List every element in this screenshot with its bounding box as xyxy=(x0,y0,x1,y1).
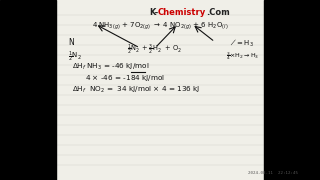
Text: 2024-08-11  22:12:45: 2024-08-11 22:12:45 xyxy=(248,171,298,175)
Text: 4 $\times$ -46 = -184 kJ/mol: 4 $\times$ -46 = -184 kJ/mol xyxy=(85,73,165,83)
Text: .Com: .Com xyxy=(206,8,230,17)
Text: 4 NH$_{3(g)}$ + 7O$_{2(g)}$ $\rightarrow$ 4 NO$_{2(g)}$ + 6 H$_2$O$_{(l)}$: 4 NH$_{3(g)}$ + 7O$_{2(g)}$ $\rightarrow… xyxy=(92,20,228,31)
Text: $\frac{3}{4}$$\times$H$_2$$\rightarrow$H$_3$: $\frac{3}{4}$$\times$H$_2$$\rightarrow$H… xyxy=(226,50,259,62)
Text: Chemistry: Chemistry xyxy=(158,8,206,17)
Text: $\not=$H$_3$: $\not=$H$_3$ xyxy=(230,38,254,49)
Bar xyxy=(56,0,264,180)
Text: $\Delta$H$_f$ NH$_3$ = -46 kJ/mol: $\Delta$H$_f$ NH$_3$ = -46 kJ/mol xyxy=(72,62,149,72)
Bar xyxy=(0,0,56,180)
Text: $\frac{1}{2}$N$_2$ + $\frac{3}{2}$H$_2$  + O$_2$: $\frac{1}{2}$N$_2$ + $\frac{3}{2}$H$_2$ … xyxy=(127,43,183,57)
Text: $\frac{1}{2}$N$_2$: $\frac{1}{2}$N$_2$ xyxy=(68,50,82,64)
Text: $\Delta$H$_f$  NO$_2$ =  34 kJ/mol $\times$ 4 = 136 kJ: $\Delta$H$_f$ NO$_2$ = 34 kJ/mol $\times… xyxy=(72,85,200,95)
Text: K-: K- xyxy=(149,8,158,17)
Text: N: N xyxy=(68,38,74,47)
Bar xyxy=(264,0,320,180)
